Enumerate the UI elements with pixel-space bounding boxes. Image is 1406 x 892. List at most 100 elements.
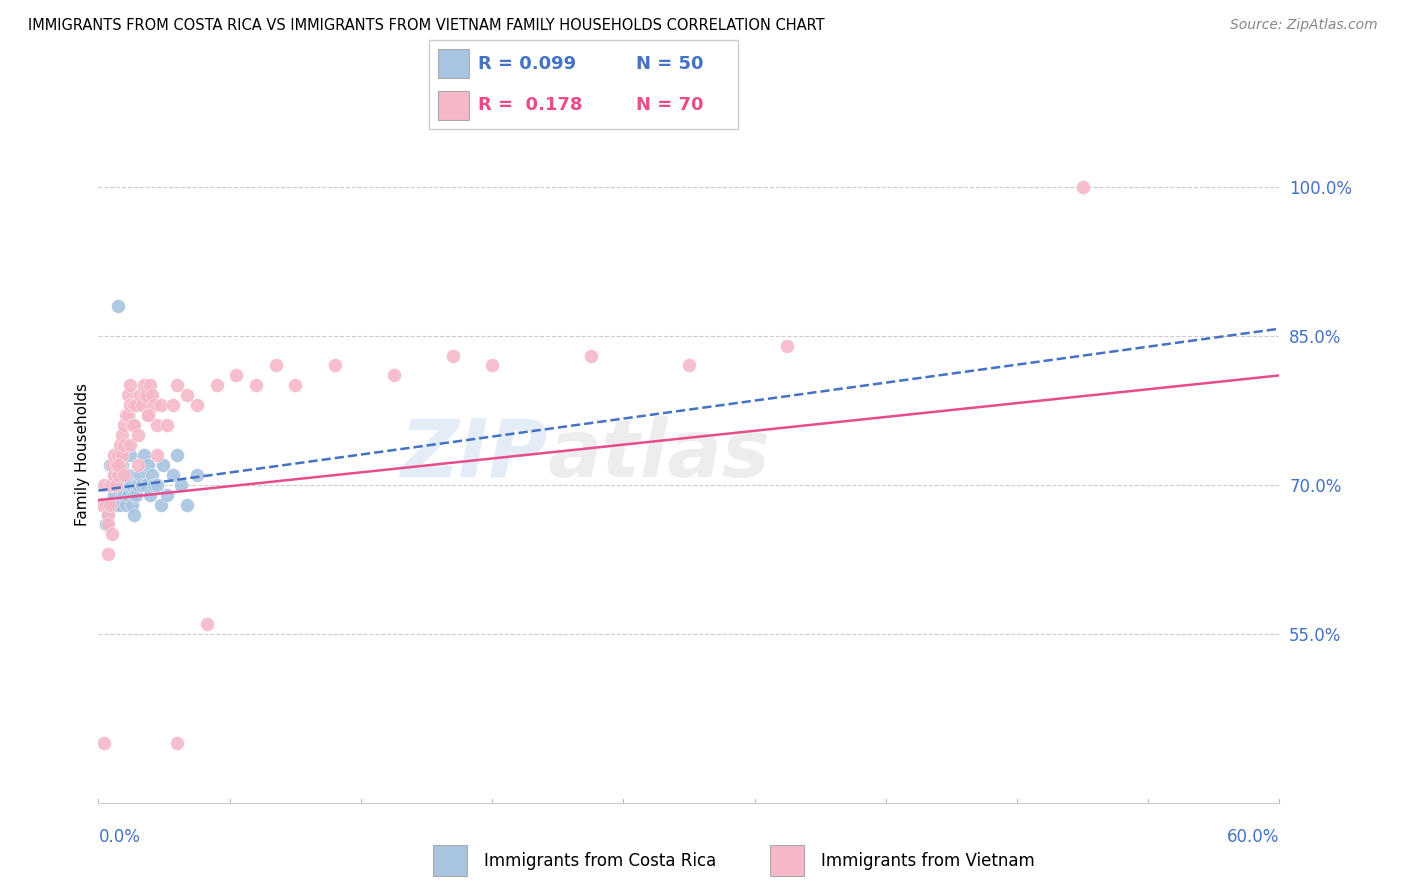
Text: atlas: atlas [547,416,770,494]
Point [96,517,118,532]
Point [136,408,159,422]
Point [103,488,125,502]
Point [138,378,160,392]
Point [108,498,131,512]
Point [141,388,163,402]
Text: N = 50: N = 50 [636,55,703,73]
Text: Immigrants from Vietnam: Immigrants from Vietnam [821,852,1035,870]
Point [112,418,135,433]
Point [98,498,121,512]
Point [150,398,173,412]
Point [186,467,208,482]
Point [225,368,247,383]
Point [118,448,141,462]
Point [115,408,138,422]
Bar [770,846,804,876]
Point [105,458,128,472]
Point [127,428,149,442]
Point [264,359,287,373]
Point [579,349,602,363]
Point [176,388,198,402]
Point [122,398,145,412]
Text: R = 0.099: R = 0.099 [478,55,576,73]
Bar [439,49,470,78]
Point [101,477,124,491]
Point [146,477,169,491]
Point [323,359,346,373]
Point [136,408,159,422]
Point [142,477,165,491]
Point [170,477,193,491]
Point [101,498,124,512]
Point [111,448,134,462]
Bar [439,91,470,120]
Point [136,458,159,472]
Point [117,388,139,402]
Text: 0.0%: 0.0% [98,828,141,846]
Point [91,498,114,512]
Point [131,398,153,412]
Point [166,448,188,462]
Point [101,527,124,541]
Point [166,736,188,750]
Point [132,448,155,462]
Point [112,438,135,452]
Point [118,398,141,412]
Point [111,488,134,502]
Point [678,359,700,373]
Point [107,299,129,313]
Text: ZIP: ZIP [399,416,547,494]
Point [441,349,464,363]
Point [195,616,218,631]
Point [127,477,149,491]
Point [205,378,228,392]
Point [118,438,141,452]
Point [105,498,128,512]
Point [111,458,134,472]
Point [115,498,138,512]
Point [156,488,179,502]
Point [107,448,129,462]
Point [112,467,135,482]
Text: Source: ZipAtlas.com: Source: ZipAtlas.com [1230,18,1378,32]
Point [117,408,139,422]
Point [131,477,153,491]
Point [132,378,155,392]
Y-axis label: Family Households: Family Households [75,384,90,526]
Point [103,467,125,482]
Point [152,458,174,472]
Text: N = 70: N = 70 [636,96,703,114]
Point [107,477,129,491]
Point [118,477,141,491]
Point [121,418,143,433]
Point [97,517,120,532]
Point [146,418,169,433]
Point [142,398,165,412]
Point [101,477,124,491]
Point [156,418,179,433]
Point [125,488,148,502]
Point [93,498,115,512]
Point [162,467,184,482]
Point [97,547,120,561]
Point [93,736,115,750]
Text: IMMIGRANTS FROM COSTA RICA VS IMMIGRANTS FROM VIETNAM FAMILY HOUSEHOLDS CORRELAT: IMMIGRANTS FROM COSTA RICA VS IMMIGRANTS… [28,18,825,33]
Point [166,378,188,392]
Text: 60.0%: 60.0% [1227,828,1279,846]
Point [128,467,150,482]
Point [103,448,125,462]
Point [97,477,120,491]
FancyBboxPatch shape [429,40,738,129]
Point [135,477,157,491]
Point [107,467,129,482]
Point [776,338,799,352]
Point [122,508,145,522]
Point [138,488,160,502]
Point [121,477,143,491]
Point [111,428,134,442]
Point [105,467,128,482]
Text: Immigrants from Costa Rica: Immigrants from Costa Rica [484,852,716,870]
Point [176,498,198,512]
Point [108,477,131,491]
Point [117,467,139,482]
